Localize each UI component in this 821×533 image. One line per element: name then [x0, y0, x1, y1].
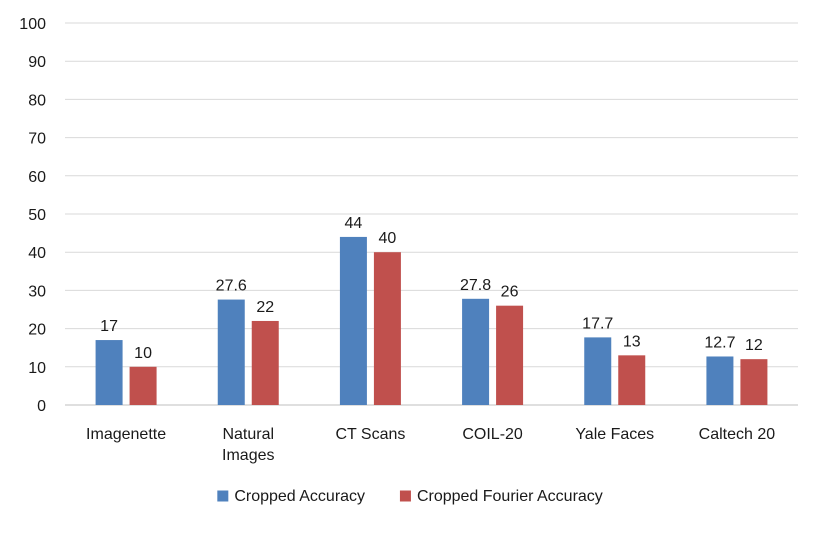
data-label: 26: [501, 284, 519, 301]
y-tick-label: 10: [28, 360, 46, 377]
legend-swatch: [217, 490, 229, 502]
x-category-label: Caltech 20: [699, 426, 776, 443]
y-tick-label: 80: [28, 92, 46, 109]
x-category-label: Yale Faces: [575, 426, 654, 443]
x-category-label: CT Scans: [335, 426, 405, 443]
y-tick-label: 90: [28, 54, 46, 71]
legend: Cropped Accuracy Cropped Fourier Accuracy: [217, 488, 603, 505]
bar: [251, 320, 279, 405]
gridlines: [65, 22, 798, 406]
x-category-label: Images: [222, 447, 274, 464]
bars: [95, 236, 768, 405]
bar: [584, 337, 612, 405]
bar: [217, 299, 245, 405]
data-label: 44: [345, 215, 363, 232]
bar: [740, 359, 768, 405]
y-tick-label: 40: [28, 245, 46, 262]
bar: [618, 355, 646, 405]
data-labels: 17 10 27.6 22 44 40 27.8 26 17.7 13 12.7 12: [100, 215, 763, 362]
y-tick-label: 30: [28, 283, 46, 300]
data-label: 27.8: [460, 277, 491, 294]
y-tick-label: 70: [28, 131, 46, 148]
legend-label: Cropped Accuracy: [234, 488, 365, 505]
bar: [129, 366, 157, 405]
x-category-label: Natural: [222, 426, 274, 443]
legend-label: Cropped Fourier Accuracy: [417, 488, 603, 505]
data-label: 17: [100, 318, 118, 335]
x-category-label: COIL-20: [462, 426, 523, 443]
data-label: 10: [134, 345, 152, 362]
data-label: 12.7: [704, 334, 735, 351]
data-label: 13: [623, 333, 641, 350]
y-axis: 0 10 20 30 40 50 60 70 80 90 100: [19, 16, 46, 415]
data-label: 27.6: [216, 278, 247, 295]
y-tick-label: 0: [37, 398, 46, 415]
legend-swatch: [399, 490, 411, 502]
bar: [496, 305, 524, 405]
y-tick-label: 60: [28, 169, 46, 186]
bar: [462, 298, 490, 405]
data-label: 17.7: [582, 315, 613, 332]
bar: [95, 340, 123, 405]
y-tick-label: 100: [19, 16, 46, 33]
bar: [706, 356, 734, 405]
data-label: 22: [256, 299, 274, 316]
x-category-label: Imagenette: [86, 426, 166, 443]
y-tick-label: 20: [28, 322, 46, 339]
data-label: 40: [379, 230, 397, 247]
x-axis: Imagenette Natural Images CT Scans COIL-20 Ya…: [86, 426, 775, 464]
y-tick-label: 50: [28, 207, 46, 224]
legend-item: Cropped Fourier Accuracy: [399, 488, 603, 505]
data-label: 12: [745, 337, 763, 354]
bar: [339, 236, 367, 405]
bar: [373, 252, 401, 405]
legend-item: Cropped Accuracy: [217, 488, 365, 505]
